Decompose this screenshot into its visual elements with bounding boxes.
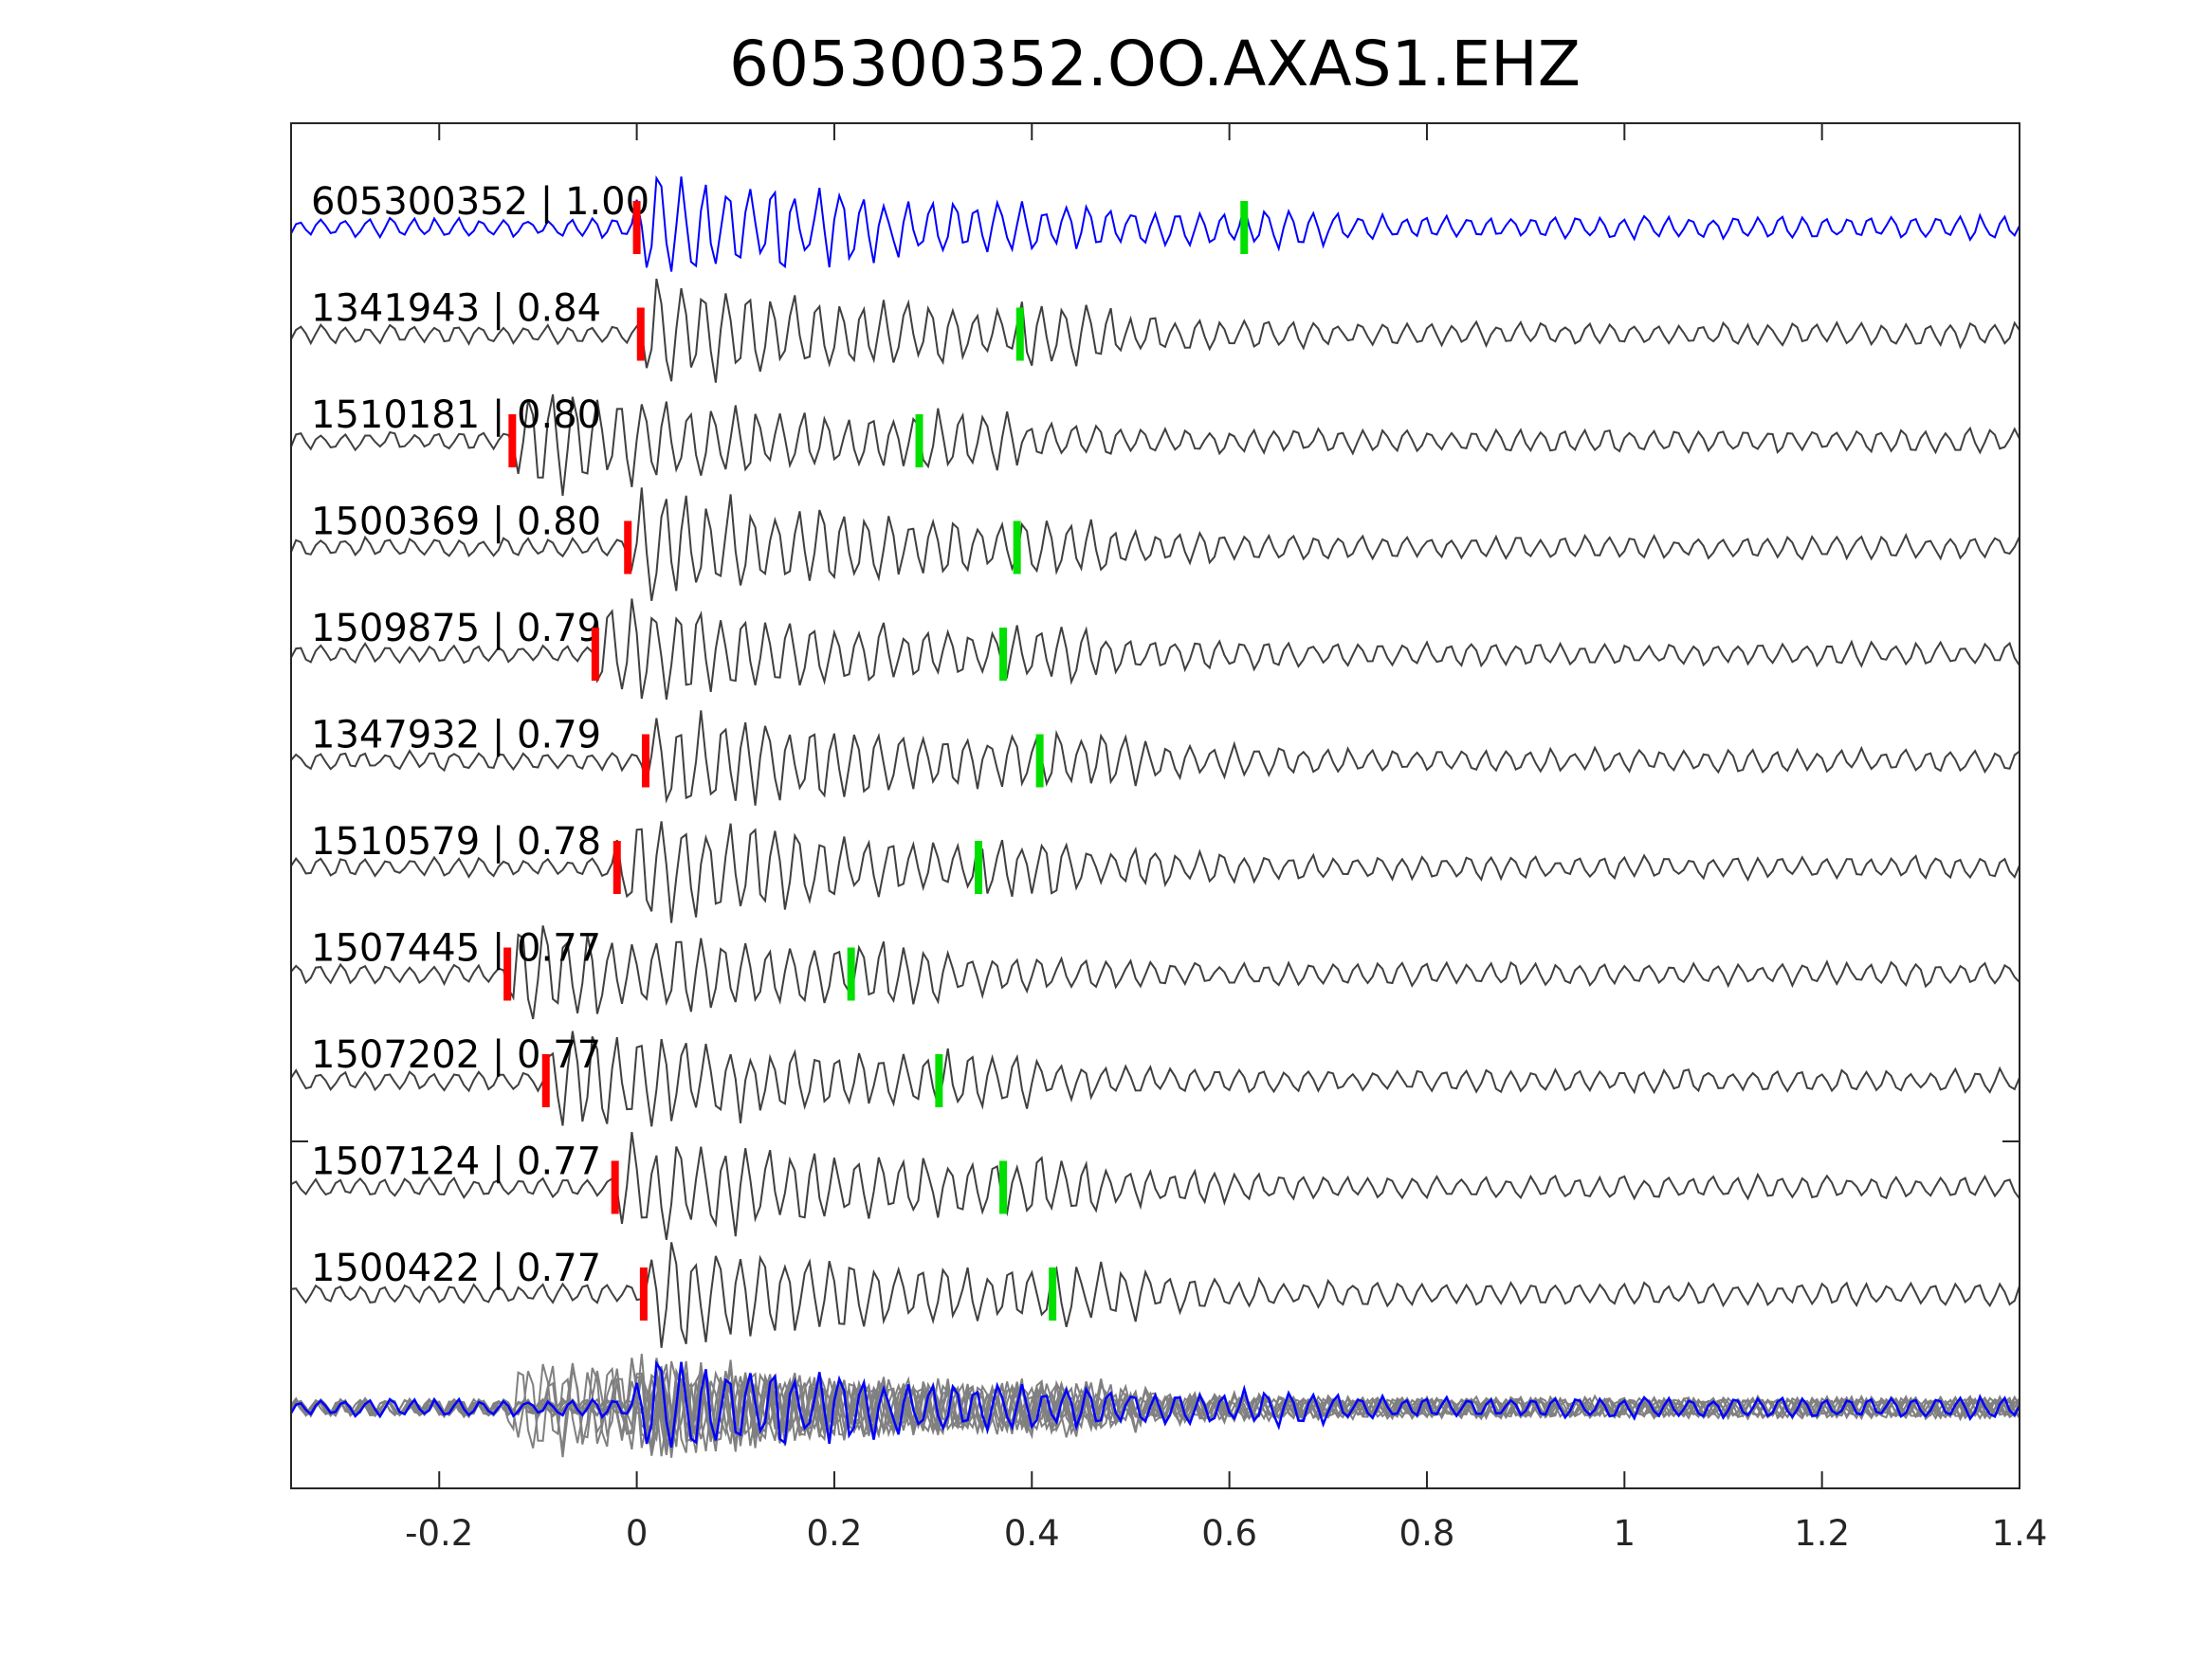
x-tick-label: -0.2: [405, 1513, 473, 1554]
trace-1507445: [290, 925, 2020, 1020]
s-pick-marker: [935, 1054, 943, 1107]
s-pick-marker: [1049, 1267, 1057, 1321]
trace-label: 1509875 | 0.79: [311, 607, 601, 650]
trace-label: 605300352 | 1.00: [311, 180, 649, 224]
trace-1510579: [290, 821, 2020, 923]
p-pick-marker: [639, 1267, 648, 1321]
s-pick-marker: [1035, 734, 1044, 788]
x-tick-label: 0.6: [1201, 1513, 1257, 1554]
s-pick-marker: [1013, 520, 1021, 574]
p-pick-marker: [636, 307, 645, 361]
trace-label: 1510181 | 0.80: [311, 393, 601, 437]
x-tick-label: 1: [1614, 1513, 1636, 1554]
s-pick-marker: [999, 1160, 1008, 1214]
trace-1500369: [290, 487, 2020, 601]
s-pick-marker: [915, 414, 923, 467]
trace-label: 1510579 | 0.78: [311, 820, 601, 864]
s-pick-marker: [975, 841, 983, 894]
trace-1509875: [290, 598, 2020, 701]
x-tick-label: 0: [626, 1513, 649, 1554]
trace-label: 1507202 | 0.77: [311, 1033, 601, 1077]
trace-1347932: [290, 710, 2020, 806]
plot-area-frame: [290, 122, 2020, 1489]
stack-template-trace: [289, 1359, 2021, 1449]
s-pick-marker: [847, 947, 855, 1001]
p-pick-marker: [503, 947, 512, 1001]
trace-1507124: [290, 1131, 2020, 1240]
p-pick-marker: [591, 628, 599, 681]
trace-1507202: [290, 1030, 2020, 1127]
x-tick-label: 0.2: [807, 1513, 863, 1554]
p-pick-marker: [624, 520, 632, 574]
x-axis: -0.2 0 0.2 0.4 0.6 0.8 1 1.2 1.4: [405, 123, 2047, 1554]
s-pick-marker: [999, 628, 1008, 681]
trace-label: 1500369 | 0.80: [311, 501, 601, 544]
x-tick-label: 1.2: [1794, 1513, 1850, 1554]
trace-1341943: [290, 278, 2020, 383]
trace-1510181: [290, 393, 2020, 497]
s-pick-marker: [1240, 201, 1249, 254]
traces-group: [289, 174, 2021, 1458]
x-tick-label: 0.4: [1004, 1513, 1060, 1554]
trace-label: 1507124 | 0.77: [311, 1140, 601, 1184]
p-pick-marker: [611, 1160, 619, 1214]
p-pick-marker: [541, 1054, 550, 1107]
trace-labels: 605300352 | 1.00 1341943 | 0.84 1510181 | …: [311, 180, 649, 1290]
trace-1500422: [290, 1242, 2020, 1348]
p-pick-marker: [632, 201, 641, 254]
trace-605300352: [290, 174, 2020, 272]
trace-label: 1500422 | 0.77: [311, 1247, 601, 1290]
p-pick-marker: [508, 414, 517, 467]
x-tick-label: 0.8: [1399, 1513, 1455, 1554]
s-pick-marker: [1015, 307, 1024, 361]
x-tick-label: 1.4: [1992, 1513, 2048, 1554]
p-pick-marker: [641, 734, 649, 788]
trace-label: 1341943 | 0.84: [311, 287, 601, 331]
stack-trace-1507445: [290, 1363, 2020, 1449]
picks-group: [503, 201, 1249, 1321]
trace-label: 1347932 | 0.79: [311, 714, 601, 757]
chart-title: 605300352.OO.AXAS1.EHZ: [729, 27, 1581, 100]
p-pick-marker: [612, 841, 621, 894]
trace-label: 1507445 | 0.77: [311, 927, 601, 971]
